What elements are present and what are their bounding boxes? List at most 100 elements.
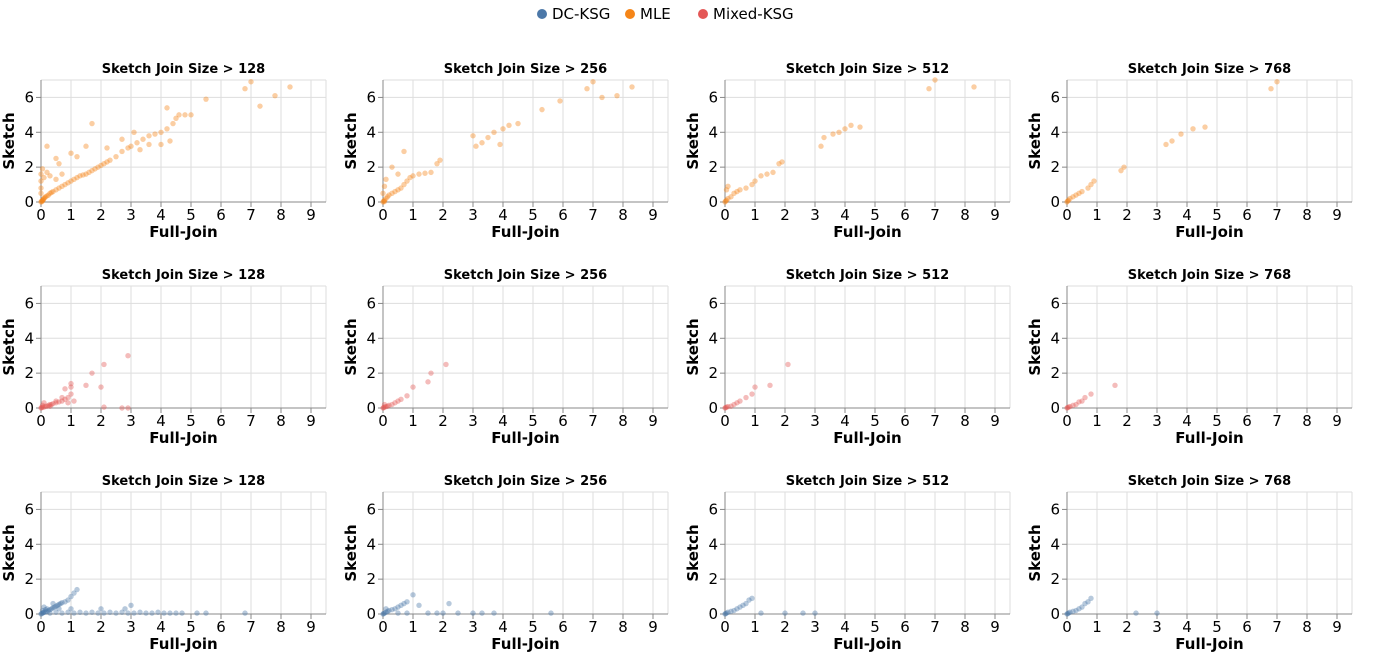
y-tick-label: 2 <box>366 570 376 588</box>
data-point-dc-ksg <box>53 609 59 615</box>
data-point-dc-ksg <box>42 606 49 613</box>
data-point-mle <box>722 199 728 205</box>
data-point-mixed-ksg <box>723 404 730 410</box>
data-point-dc-ksg <box>1133 610 1139 616</box>
y-tick-label: 6 <box>1050 294 1060 312</box>
y-tick-label: 4 <box>24 123 34 141</box>
panel-title: Sketch Join Size > 256 <box>444 268 607 283</box>
x-tick-label: 7 <box>1272 412 1282 430</box>
data-point-mle <box>128 143 134 149</box>
x-tick-label: 6 <box>900 206 910 224</box>
data-point-mixed-ksg <box>38 405 44 411</box>
data-point-mle <box>146 133 152 139</box>
y-tick-label: 0 <box>708 193 718 211</box>
y-tick-label: 2 <box>24 570 34 588</box>
x-tick-label: 5 <box>1212 412 1222 430</box>
data-point-mixed-ksg <box>1067 403 1073 410</box>
data-point-mle <box>182 112 188 118</box>
data-point-mle <box>1118 167 1124 174</box>
x-tick-label: 4 <box>840 412 850 430</box>
data-point-mle <box>590 79 596 85</box>
data-point-mixed-ksg <box>59 398 65 404</box>
x-tick-label: 9 <box>306 412 316 430</box>
data-point-mixed-ksg <box>41 400 47 406</box>
data-point-mle <box>1163 141 1169 148</box>
x-tick-label: 2 <box>96 412 106 430</box>
data-point-mixed-ksg <box>383 403 389 410</box>
data-point-mixed-ksg <box>125 353 131 359</box>
y-tick-label: 6 <box>1050 88 1060 106</box>
y-axis-title: Sketch <box>684 318 702 375</box>
data-point-mixed-ksg <box>785 361 791 368</box>
data-point-mle <box>384 194 391 200</box>
data-point-mle <box>1202 124 1208 130</box>
data-point-dc-ksg <box>722 610 729 617</box>
data-point-mle <box>188 112 194 118</box>
data-point-dc-ksg <box>59 599 65 606</box>
x-tick-label: 1 <box>66 618 76 636</box>
x-tick-label: 7 <box>1272 618 1282 636</box>
data-point-mle <box>80 172 86 178</box>
data-point-mle <box>98 162 104 169</box>
data-point-dc-ksg <box>1082 600 1088 607</box>
data-point-mixed-ksg <box>722 404 729 411</box>
data-point-dc-ksg <box>71 590 77 596</box>
y-tick-label: 6 <box>708 88 718 106</box>
data-point-dc-ksg <box>47 610 53 616</box>
x-tick-label: 7 <box>930 206 940 224</box>
data-point-mle <box>380 198 387 204</box>
x-tick-label: 9 <box>648 412 658 430</box>
data-point-mle <box>38 190 44 196</box>
x-axis-title: Full-Join <box>149 635 217 653</box>
data-point-mixed-ksg <box>47 401 53 408</box>
data-point-mle <box>83 171 89 177</box>
legend-item-mixed-ksg[interactable]: Mixed-KSG <box>698 5 794 23</box>
x-tick-label: 3 <box>1152 206 1162 224</box>
data-point-mle <box>470 133 476 139</box>
data-point-mixed-ksg <box>62 386 68 392</box>
data-point-mle <box>383 176 389 183</box>
data-point-mle <box>113 153 119 160</box>
data-point-mle <box>41 195 47 202</box>
x-tick-label: 4 <box>840 206 850 224</box>
data-point-mixed-ksg <box>1064 405 1070 411</box>
data-point-dc-ksg <box>62 599 68 605</box>
data-point-dc-ksg <box>68 606 74 612</box>
data-point-dc-ksg <box>395 610 401 616</box>
y-tick-label: 4 <box>1050 535 1060 553</box>
x-tick-label: 0 <box>720 206 730 224</box>
data-point-mixed-ksg <box>68 391 74 397</box>
data-point-mixed-ksg <box>65 394 71 401</box>
data-point-mle <box>38 198 45 204</box>
x-tick-label: 4 <box>498 206 508 224</box>
x-tick-label: 8 <box>618 618 628 636</box>
data-point-mle <box>779 159 785 165</box>
data-point-mle <box>731 190 737 196</box>
data-point-mle <box>1076 190 1082 196</box>
data-point-mle <box>164 126 170 132</box>
data-point-mle <box>737 187 743 193</box>
data-point-mle <box>926 86 932 92</box>
data-point-mixed-ksg <box>398 396 404 402</box>
x-tick-label: 5 <box>528 206 538 224</box>
data-point-mle <box>776 160 782 167</box>
data-point-mle <box>479 140 485 146</box>
legend-item-mle[interactable]: MLE <box>625 5 671 23</box>
data-point-mle <box>41 194 48 201</box>
data-point-mixed-ksg <box>68 380 74 387</box>
legend-item-dc-ksg[interactable]: DC-KSG <box>537 5 610 23</box>
data-point-dc-ksg <box>119 609 125 615</box>
data-point-dc-ksg <box>113 610 119 616</box>
data-point-mle <box>50 188 56 195</box>
data-point-mle <box>38 199 44 205</box>
x-tick-label: 1 <box>1092 618 1102 636</box>
data-point-mixed-ksg <box>89 370 95 376</box>
y-tick-label: 2 <box>1050 570 1060 588</box>
data-point-mixed-ksg <box>1112 382 1118 389</box>
data-point-mixed-ksg <box>722 405 728 411</box>
data-point-mle <box>146 141 152 148</box>
data-point-mixed-ksg <box>53 398 59 404</box>
